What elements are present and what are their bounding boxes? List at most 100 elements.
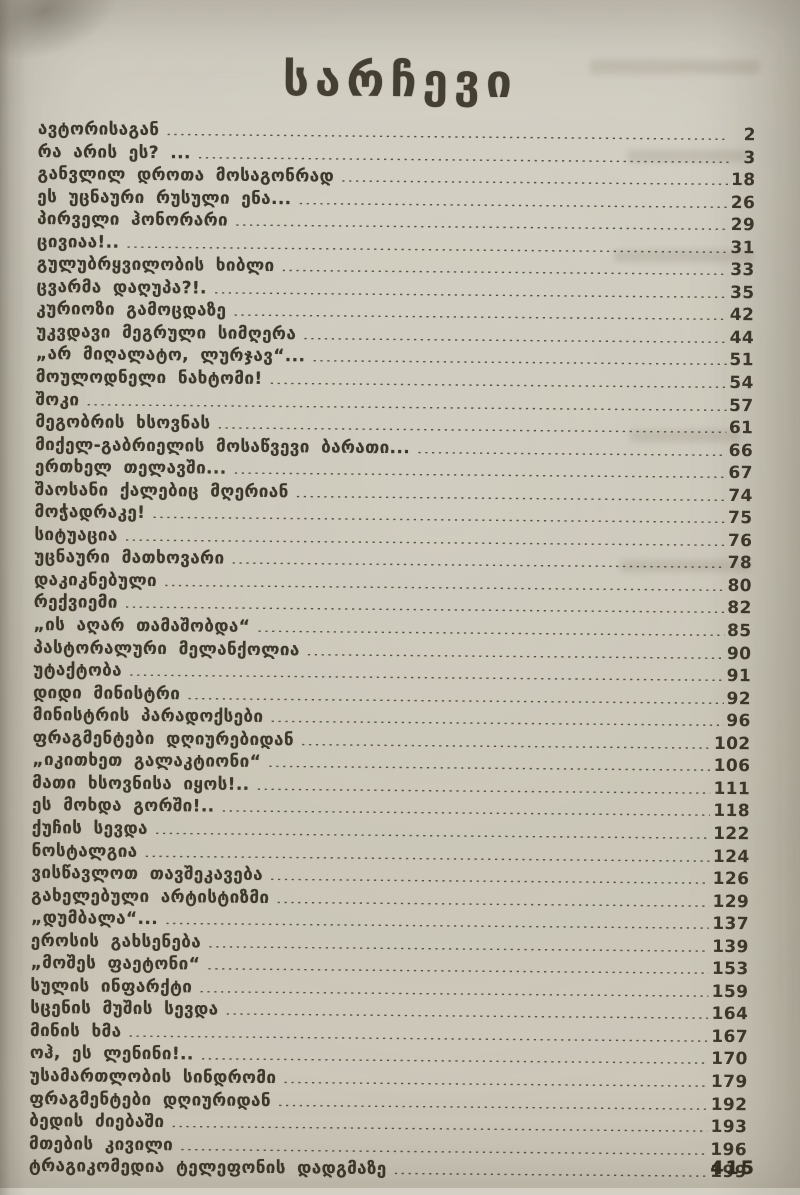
toc-entry-title: უტაქტობა <box>33 660 123 681</box>
toc-dot-leader <box>129 662 724 681</box>
toc-entry-page: 44 <box>729 327 755 349</box>
toc-entry-title: ბედის ძიებაში <box>29 1111 165 1133</box>
toc-dot-leader <box>296 483 726 501</box>
toc-entry-title: გულუბრყვილობის ხიბლი <box>36 254 275 277</box>
toc-list: ავტორისაგან 2 რა არის ეს? ... 3 განვლილ … <box>29 119 756 1185</box>
toc-dot-leader <box>270 708 723 726</box>
toc-entry-title: ეს მოხდა გორში!.. <box>31 795 215 817</box>
toc-entry-page: 102 <box>713 733 751 754</box>
toc-entry-title: ვისწავლოთ თავშეკავება <box>31 863 264 886</box>
toc-entry-page: 129 <box>712 891 750 912</box>
toc-entry-title: გახელებული არტისტიზმი <box>31 885 270 908</box>
toc-entry-page: 106 <box>713 756 751 777</box>
toc-entry-title: „ის აღარ თამაშობდა“ <box>33 614 251 637</box>
toc-entry-page: 137 <box>712 914 750 935</box>
toc-entry-page: 85 <box>727 621 752 642</box>
toc-entry-title: სიტუაცია <box>34 524 118 546</box>
toc-entry-page: 159 <box>711 981 749 1002</box>
toc-dot-leader <box>270 370 727 388</box>
toc-entry-title: უცნაური მათხოვარი <box>34 547 225 570</box>
toc-entry-page: 153 <box>711 959 749 980</box>
toc-entry-title: რა არის ეს? ... <box>37 141 191 163</box>
toc-entry-title: ცივიაა!.. <box>36 231 120 253</box>
toc-entry-title: უკვდავი მეგრული სიმღერა <box>36 321 297 345</box>
toc-entry-title: „მოშეს ფაეტონი“ <box>30 953 201 975</box>
toc-entry-title: სცენის მუშის სევდა <box>30 998 219 1020</box>
toc-dot-leader <box>166 121 729 140</box>
toc-entry-page: 54 <box>729 373 754 394</box>
toc-entry-title: სულის ინფარქტი <box>30 975 193 998</box>
toc-entry-page: 31 <box>730 237 755 258</box>
toc-entry-title: კურიოზი გამოცდაზე <box>36 299 227 322</box>
toc-entry-page: 193 <box>710 1116 748 1138</box>
toc-entry-page: 51 <box>729 350 755 371</box>
toc-entry-page: 122 <box>713 823 750 845</box>
toc-entry-title: „არ მიღალატო, ლურჯავ“... <box>35 344 306 367</box>
toc-entry-page: 57 <box>728 395 754 416</box>
toc-entry-page: 78 <box>727 553 753 574</box>
toc-dot-leader <box>201 1046 709 1064</box>
toc-dot-leader <box>152 504 725 523</box>
toc-entry-page: 61 <box>728 418 754 439</box>
toc-entry-page: 91 <box>726 666 752 687</box>
toc-dot-leader <box>270 866 710 884</box>
toc-entry-title: დაკიკნებული <box>33 569 158 591</box>
toc-entry-page: 139 <box>712 936 749 957</box>
toc-entry-title: შოკი <box>35 389 80 410</box>
folio-page-number: 415 <box>710 1157 756 1179</box>
toc-entry-title: „დუმბალა“... <box>30 908 159 930</box>
toc-entry-title: ეს უცნაური რუსული ენა... <box>37 186 292 209</box>
toc-dot-leader <box>417 439 726 456</box>
toc-dot-leader <box>86 391 726 411</box>
toc-entry-title: „იკითხეთ გალაკტიონი“ <box>32 750 262 773</box>
toc-entry-page: 66 <box>728 440 754 461</box>
toc-entry-title: მოულოდნელი ნახტომი! <box>35 366 263 389</box>
toc-entry-page: 170 <box>711 1049 748 1070</box>
toc-dot-leader <box>268 753 711 771</box>
toc-entry-page: 80 <box>727 575 753 597</box>
toc-entry-title: მინისტრის პარადოქსები <box>32 705 264 728</box>
toc-dot-leader <box>187 685 723 704</box>
toc-entry-title: ქუჩის სევდა <box>31 817 148 839</box>
toc-dot-leader <box>180 1136 707 1155</box>
toc-entry-page: 74 <box>728 485 753 506</box>
toc-entry-title: უსამართლობის სინდრომი <box>29 1065 277 1089</box>
toc-entry-title: ფრაგმენტები დღიურებიდან <box>32 727 295 751</box>
toc-entry-page: 96 <box>726 711 751 732</box>
toc-dot-leader <box>171 1113 707 1132</box>
toc-dot-leader <box>198 144 729 163</box>
toc-entry-title: მათი ხსოვნისა იყოს!.. <box>32 772 250 795</box>
toc-dot-leader <box>299 190 728 208</box>
toc-entry-page: 111 <box>713 778 751 800</box>
toc-dot-leader <box>234 460 726 478</box>
toc-entry-title: მინის ხმა <box>29 1020 122 1042</box>
toc-entry-title: ნოსტალგია <box>31 840 138 862</box>
toc-entry-title: ავტორისაგან <box>37 118 160 141</box>
toc-entry-page: 29 <box>730 215 756 236</box>
toc-entry-page: 3 <box>743 147 756 168</box>
toc-entry-title: ფრაგმენტები დღიურიდან <box>29 1088 272 1111</box>
toc-dot-leader <box>125 594 725 613</box>
toc-dot-leader <box>199 978 709 996</box>
toc-entry-page: 42 <box>729 305 755 326</box>
toc-entry-page: 35 <box>729 282 755 304</box>
toc-entry-page: 164 <box>711 1004 749 1025</box>
toc-dot-leader <box>225 1001 708 1019</box>
toc-dot-leader <box>257 618 724 636</box>
toc-dot-leader <box>276 889 709 907</box>
toc-entry-page: 167 <box>711 1026 749 1048</box>
toc-dot-leader <box>208 933 709 951</box>
toc-dot-leader <box>207 956 709 974</box>
toc-entry-title: ეროსის გახსენება <box>30 930 202 953</box>
toc-entry-title: მთების კივილი <box>28 1133 174 1155</box>
toc-dot-leader <box>283 1069 708 1087</box>
toc-dot-leader <box>312 348 726 366</box>
toc-dot-leader <box>307 641 724 659</box>
toc-dot-leader <box>155 820 710 839</box>
toc-entry-page: 33 <box>730 260 755 281</box>
toc-entry-page: 126 <box>712 868 750 890</box>
toc-dot-leader <box>231 550 724 568</box>
toc-entry-title: მეგობრის ხსოვნას <box>35 412 211 434</box>
